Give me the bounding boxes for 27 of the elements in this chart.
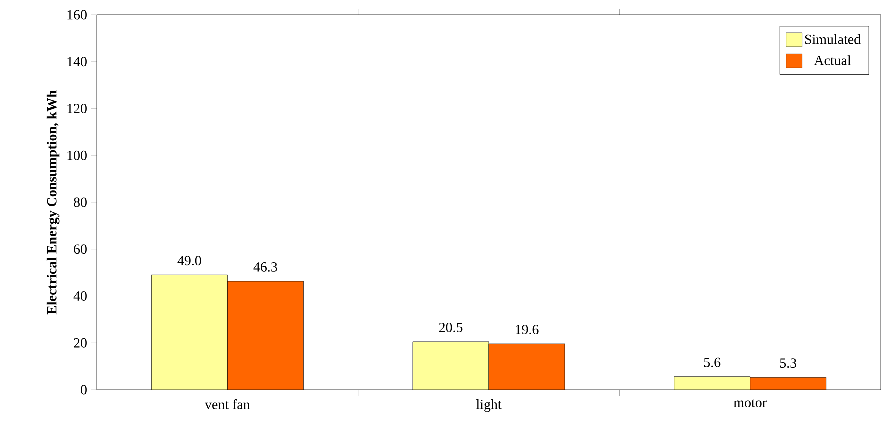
legend-label: Actual [814,56,852,66]
y-tick-label: 100 [68,150,87,160]
data-label: 19.6 [516,325,539,335]
y-axis-title: Electrical Energy Consumption, kWh [46,90,60,315]
data-label: 5.3 [780,358,797,368]
y-tick-label: 60 [74,244,87,254]
bar [151,274,228,390]
bar [227,281,304,390]
x-tick-label: motor [734,400,767,408]
data-label: 46.3 [254,262,278,272]
bar [750,377,827,390]
x-tick-label: vent fan [205,400,250,410]
y-tick-label: 20 [74,338,87,348]
y-tick-label: 140 [68,57,87,67]
bar [488,344,566,390]
data-label: 49.0 [178,256,202,266]
bar [674,376,751,390]
y-tick-label: 160 [68,10,87,20]
data-label: 20.5 [439,322,463,332]
y-tick-label: 40 [74,292,87,301]
y-tick-label: 120 [68,104,87,114]
y-tick-label: 0 [81,385,87,395]
x-tick-label: light [476,400,502,412]
data-label: 5.6 [704,358,721,368]
legend-label: Simulated [805,34,861,44]
bar [412,342,490,390]
y-tick-label: 80 [74,198,87,208]
